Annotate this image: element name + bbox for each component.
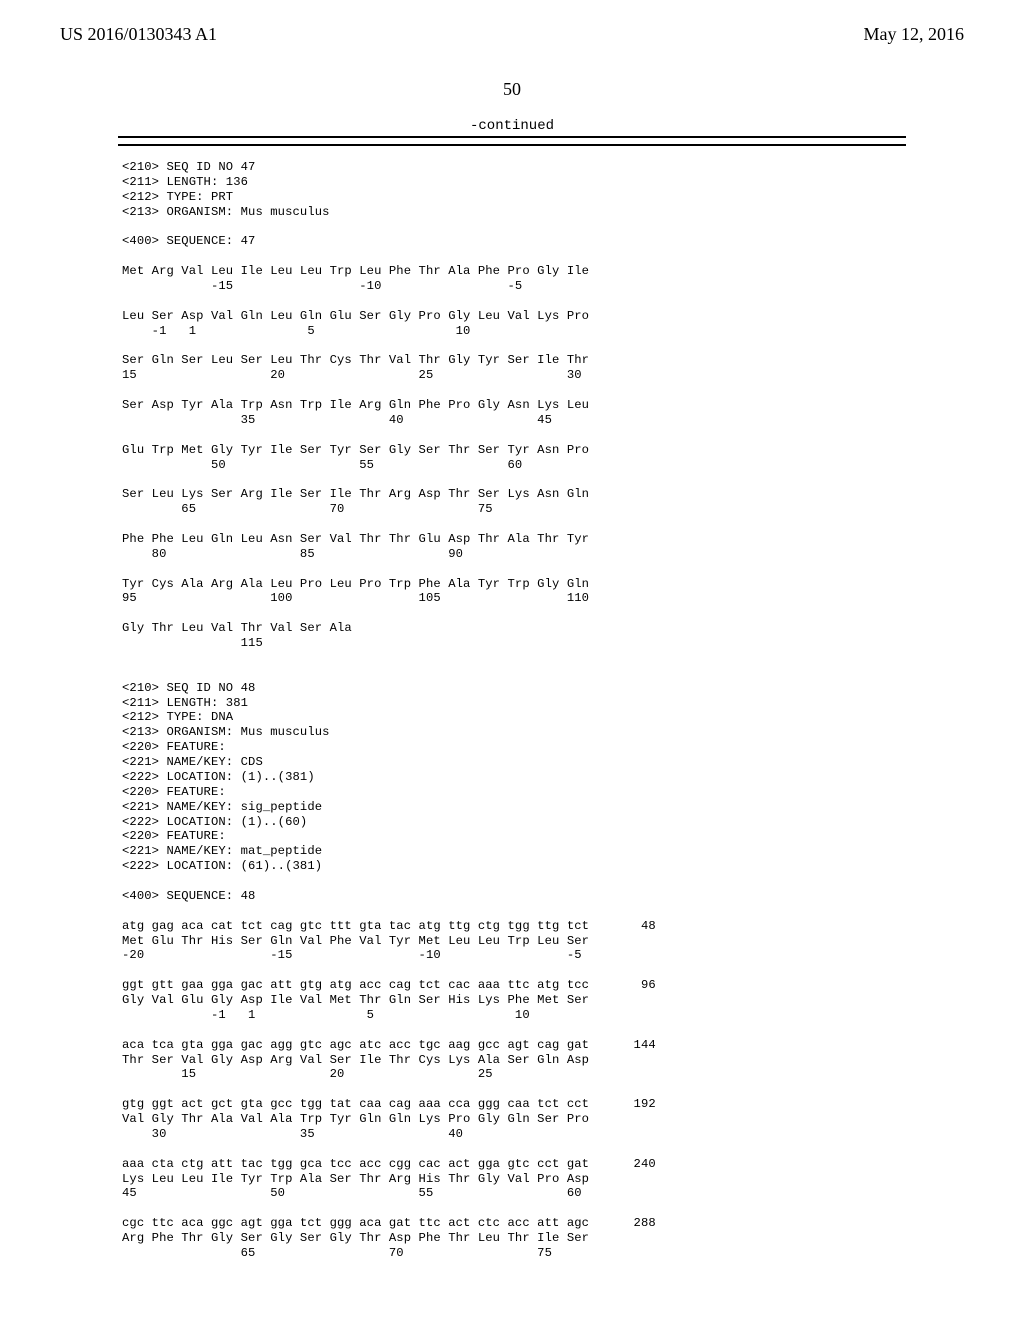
continued-label: -continued bbox=[0, 118, 1024, 134]
page-number: 50 bbox=[0, 79, 1024, 100]
patent-header: US 2016/0130343 A1 May 12, 2016 bbox=[0, 0, 1024, 53]
divider-top bbox=[118, 136, 906, 138]
patent-number: US 2016/0130343 A1 bbox=[60, 24, 217, 45]
sequence-listing: <210> SEQ ID NO 47 <211> LENGTH: 136 <21… bbox=[122, 160, 1024, 1261]
divider-top-2 bbox=[118, 144, 906, 146]
patent-date: May 12, 2016 bbox=[864, 24, 965, 45]
